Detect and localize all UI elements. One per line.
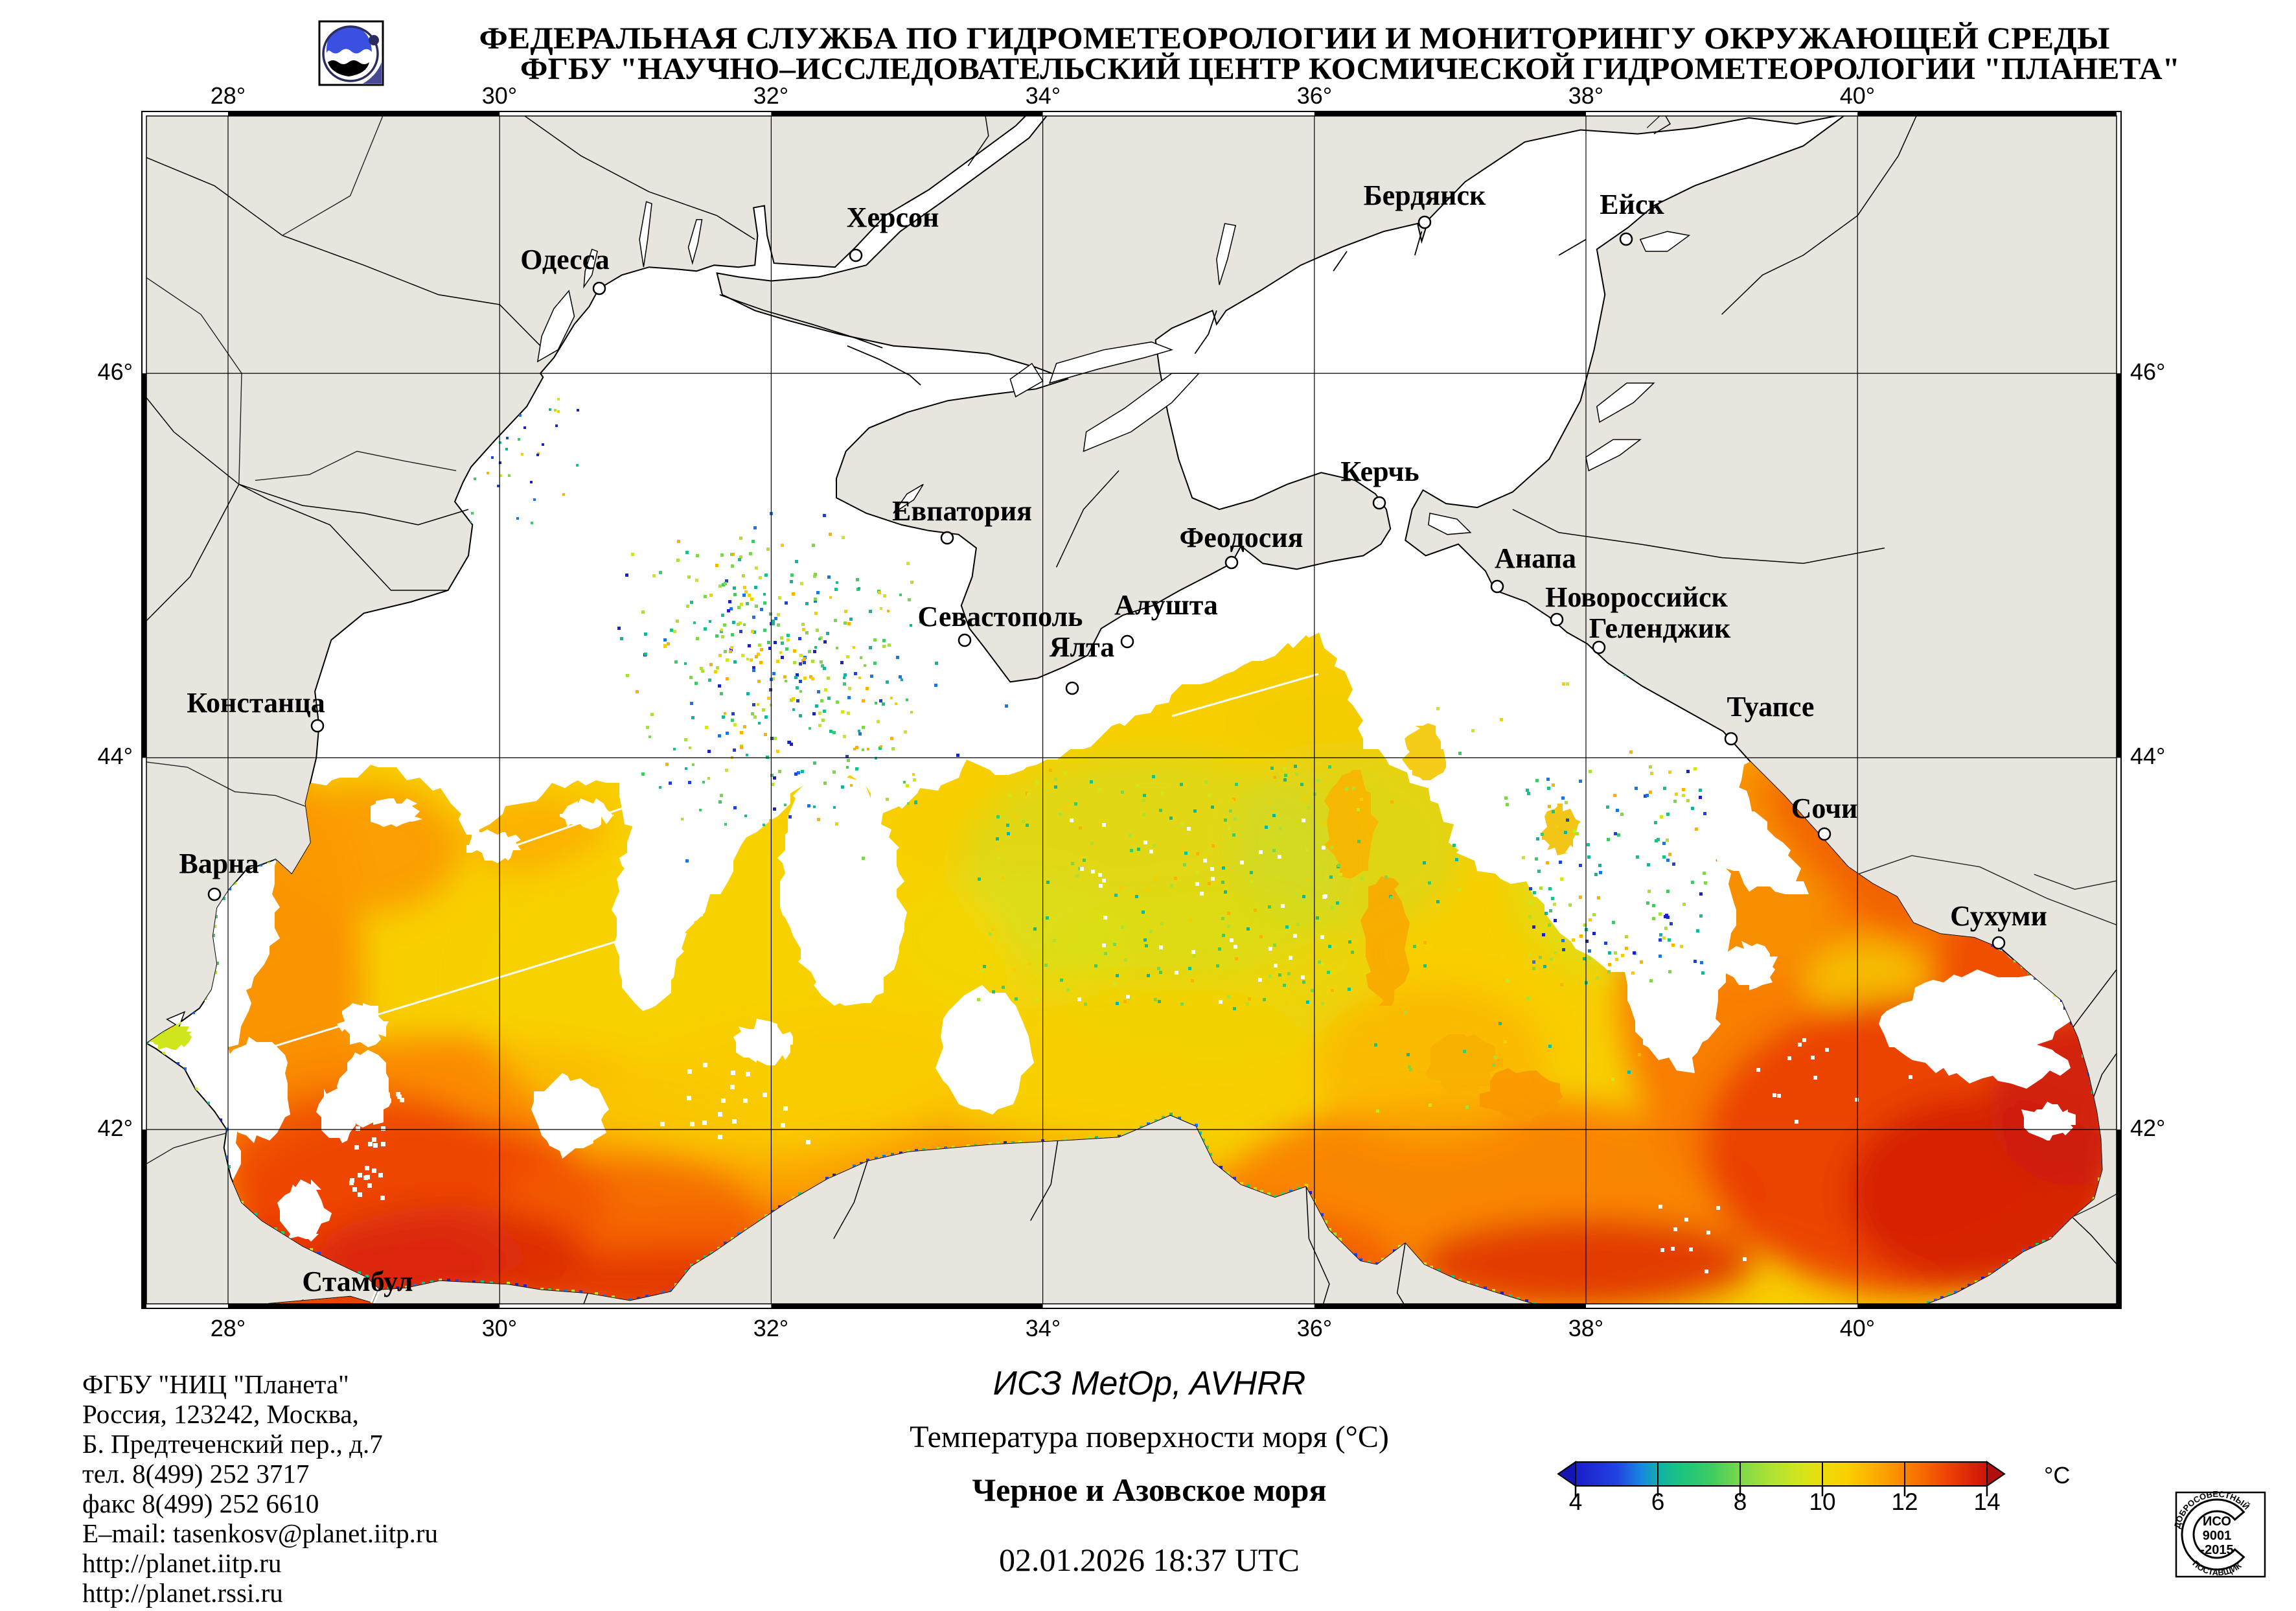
svg-text:9001: 9001 [2203,1529,2232,1543]
svg-text:Туапсе: Туапсе [1727,691,1815,723]
svg-text:38°: 38° [1568,1315,1603,1341]
svg-text:30°: 30° [482,1315,517,1341]
svg-text:Севастополь: Севастополь [918,601,1083,632]
svg-text:46°: 46° [98,358,133,385]
svg-text:6: 6 [1651,1489,1665,1515]
svg-text:ИСЗ MetOp, AVHRR: ИСЗ MetOp, AVHRR [993,1365,1306,1402]
svg-text:Сухуми: Сухуми [1950,900,2047,932]
svg-text:10: 10 [1809,1489,1835,1515]
svg-text:8: 8 [1734,1489,1747,1515]
svg-text:44°: 44° [2130,743,2165,769]
svg-text:Керчь: Керчь [1340,456,1419,487]
svg-text:44°: 44° [98,743,133,769]
svg-text:Новороссийск: Новороссийск [1545,581,1728,613]
svg-text:46°: 46° [2130,358,2165,385]
svg-text:38°: 38° [1568,82,1603,109]
svg-text:Алушта: Алушта [1114,589,1218,621]
svg-text:02.01.2026 18:37 UTC: 02.01.2026 18:37 UTC [999,1542,1300,1578]
svg-text:Констанца: Констанца [187,687,325,719]
svg-text:ФГБУ "НАУЧНО–ИССЛЕДОВАТЕЛЬСКИЙ: ФГБУ "НАУЧНО–ИССЛЕДОВАТЕЛЬСКИЙ ЦЕНТР КОС… [520,52,2180,86]
svg-text:Черное и Азовское моря: Черное и Азовское моря [972,1472,1326,1508]
svg-text:14: 14 [1973,1489,2000,1515]
svg-text:28°: 28° [211,82,246,109]
svg-text:32°: 32° [753,82,788,109]
svg-text:28°: 28° [211,1315,246,1341]
svg-text:34°: 34° [1026,82,1061,109]
svg-text:36°: 36° [1297,1315,1332,1341]
svg-text:12: 12 [1891,1489,1918,1515]
svg-text:тел. 8(499) 252 3717: тел. 8(499) 252 3717 [82,1459,309,1489]
svg-text:Стамбул: Стамбул [302,1266,413,1297]
svg-text:Россия, 123242, Москва,: Россия, 123242, Москва, [82,1399,359,1429]
svg-text:Ейск: Ейск [1600,189,1664,220]
svg-text:30°: 30° [482,82,517,109]
svg-text:Одесса: Одесса [520,244,610,275]
svg-text:Феодосия: Феодосия [1180,522,1303,553]
svg-text:32°: 32° [753,1315,788,1341]
svg-text:Геленджик: Геленджик [1589,612,1731,644]
svg-text:Ялта: Ялта [1050,631,1115,663]
svg-text:Анапа: Анапа [1495,542,1576,574]
svg-text:Бердянск: Бердянск [1364,180,1486,211]
svg-text:ФЕДЕРАЛЬНАЯ СЛУЖБА ПО ГИДРОМЕТ: ФЕДЕРАЛЬНАЯ СЛУЖБА ПО ГИДРОМЕТЕОРОЛОГИИ … [479,21,2110,56]
svg-text:E–mail: tasenkosv@planet.iitp.: E–mail: tasenkosv@planet.iitp.ru [82,1518,438,1548]
svg-text:°C: °C [2044,1462,2070,1489]
svg-text:40°: 40° [1840,1315,1875,1341]
svg-text:Сочи: Сочи [1791,793,1858,824]
svg-text:http://planet.iitp.ru: http://planet.iitp.ru [82,1548,281,1578]
svg-text:40°: 40° [1840,82,1875,109]
svg-text:Варна: Варна [179,848,258,879]
svg-text:4: 4 [1569,1489,1583,1515]
svg-text:Температура поверхности моря (: Температура поверхности моря (°C) [910,1420,1389,1454]
svg-text:факс 8(499) 252 6610: факс 8(499) 252 6610 [82,1489,319,1518]
svg-text:36°: 36° [1297,82,1332,109]
svg-text:Херсон: Херсон [847,202,939,233]
svg-text:42°: 42° [98,1115,133,1141]
svg-text:34°: 34° [1026,1315,1061,1341]
svg-text:http://planet.rssi.ru: http://planet.rssi.ru [82,1578,283,1608]
svg-text:-2015: -2015 [2200,1543,2233,1557]
svg-text:Б. Предтеченский пер., д.7: Б. Предтеченский пер., д.7 [82,1429,383,1459]
svg-text:ИСО: ИСО [2203,1514,2231,1529]
svg-text:ФГБУ "НИЦ "Планета": ФГБУ "НИЦ "Планета" [82,1369,349,1399]
svg-text:42°: 42° [2130,1115,2165,1141]
svg-text:Евпатория: Евпатория [892,495,1032,527]
